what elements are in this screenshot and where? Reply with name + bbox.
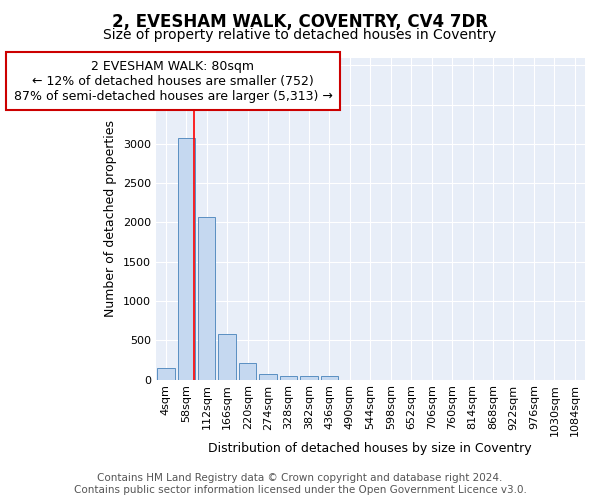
Bar [198, 216, 215, 380]
Bar [259, 374, 277, 380]
Text: Size of property relative to detached houses in Coventry: Size of property relative to detached ho… [103, 28, 497, 42]
Bar [280, 376, 297, 380]
Bar [178, 138, 195, 380]
Bar [300, 376, 317, 380]
Text: 2 EVESHAM WALK: 80sqm
← 12% of detached houses are smaller (752)
87% of semi-det: 2 EVESHAM WALK: 80sqm ← 12% of detached … [14, 60, 332, 102]
Text: Contains HM Land Registry data © Crown copyright and database right 2024.
Contai: Contains HM Land Registry data © Crown c… [74, 474, 526, 495]
X-axis label: Distribution of detached houses by size in Coventry: Distribution of detached houses by size … [208, 442, 532, 455]
Bar [239, 363, 256, 380]
Bar [218, 334, 236, 380]
Text: 2, EVESHAM WALK, COVENTRY, CV4 7DR: 2, EVESHAM WALK, COVENTRY, CV4 7DR [112, 12, 488, 30]
Bar [321, 376, 338, 380]
Bar [157, 368, 175, 380]
Y-axis label: Number of detached properties: Number of detached properties [104, 120, 117, 317]
